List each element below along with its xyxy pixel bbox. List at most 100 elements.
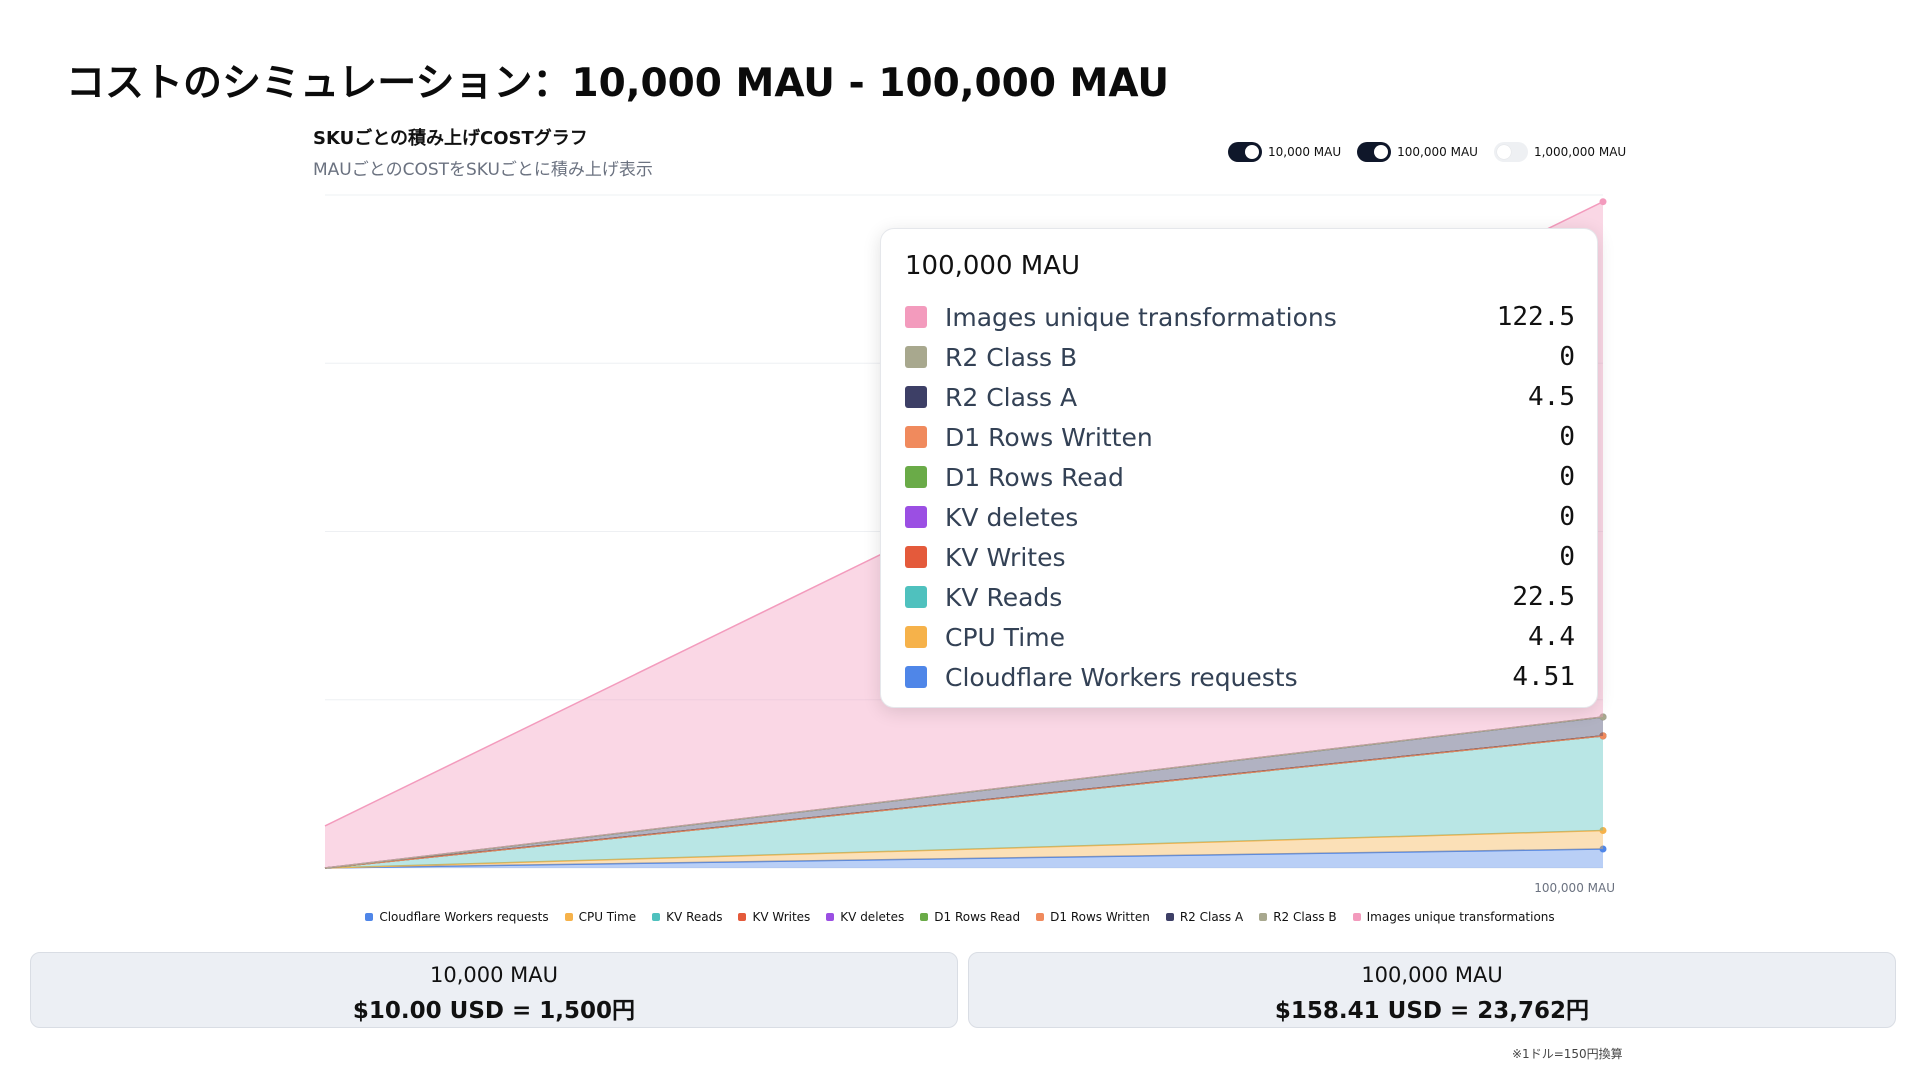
page-title: コストのシミュレーション：10,000 MAU - 100,000 MAU bbox=[66, 61, 1169, 106]
tooltip-swatch bbox=[905, 346, 927, 368]
legend-swatch bbox=[1165, 913, 1174, 921]
legend-item[interactable]: KV deletes bbox=[826, 910, 904, 924]
toggle-label-1000000: 1,000,000 MAU bbox=[1533, 145, 1627, 159]
tooltip-label: R2 Class B bbox=[945, 342, 1078, 372]
legend-swatch bbox=[1036, 913, 1045, 921]
legend-label: Cloudflare Workers requests bbox=[379, 910, 549, 924]
legend-swatch bbox=[738, 913, 747, 921]
tooltip-swatch bbox=[905, 546, 927, 568]
line-d1-rows-written bbox=[324, 735, 1604, 869]
tooltip-swatch bbox=[905, 466, 927, 488]
tooltip-value: 4.51 bbox=[1512, 662, 1575, 692]
footnote: ※1ドル=150円換算 bbox=[1512, 1047, 1623, 1061]
legend-item[interactable]: CPU Time bbox=[564, 910, 637, 924]
legend-swatch bbox=[1259, 913, 1268, 921]
legend-swatch bbox=[365, 913, 374, 921]
toggle-switch-1000000[interactable] bbox=[1493, 142, 1528, 162]
tooltip-label: D1 Rows Read bbox=[945, 462, 1124, 492]
legend-label: KV Writes bbox=[752, 910, 811, 924]
legend-label: KV Reads bbox=[666, 910, 723, 924]
legend-label: CPU Time bbox=[578, 910, 637, 924]
legend-item[interactable]: R2 Class B bbox=[1259, 910, 1337, 924]
tooltip-swatch bbox=[905, 626, 927, 648]
tooltip-row: D1 Rows Written 0 bbox=[905, 417, 1575, 457]
point-cpu-time bbox=[1599, 827, 1607, 835]
tooltip-swatch bbox=[905, 506, 927, 528]
tooltip-swatch bbox=[905, 306, 927, 328]
tooltip-value: 122.5 bbox=[1496, 302, 1575, 332]
tooltip-swatch bbox=[905, 666, 927, 688]
tooltip-value: 4.5 bbox=[1528, 382, 1575, 412]
legend-label: R2 Class A bbox=[1179, 910, 1244, 924]
chart-legend: Cloudflare Workers requests CPU Time KV Re… bbox=[0, 910, 1920, 924]
tooltip-row: Images unique transformations 122.5 bbox=[905, 297, 1575, 337]
line-cpu-time bbox=[324, 829, 1604, 869]
chart-card-title: SKUごとの積み上げCOSTグラフ bbox=[313, 128, 588, 149]
tooltip-label: KV deletes bbox=[945, 502, 1079, 532]
toggle-100000-mau[interactable]: 100,000 MAU bbox=[1357, 142, 1478, 162]
tooltip-label: D1 Rows Written bbox=[945, 422, 1153, 452]
toggle-10000-mau[interactable]: 10,000 MAU bbox=[1228, 142, 1341, 162]
toggle-switch-10000[interactable] bbox=[1228, 142, 1262, 162]
legend-swatch bbox=[1352, 913, 1361, 921]
summary-label: 100,000 MAU bbox=[1361, 963, 1503, 987]
summary-value: $10.00 USD = 1,500円 bbox=[352, 998, 636, 1024]
legend-label: Images unique transformations bbox=[1366, 910, 1555, 924]
legend-swatch bbox=[564, 913, 573, 921]
tooltip-swatch bbox=[905, 386, 927, 408]
chart-tooltip: 100,000 MAU Images unique transformation… bbox=[880, 228, 1598, 708]
tooltip-title: 100,000 MAU bbox=[905, 251, 1081, 281]
tooltip-label: CPU Time bbox=[945, 622, 1065, 652]
tooltip-row: D1 Rows Read 0 bbox=[905, 457, 1575, 497]
line-cloudflare-workers-requests bbox=[324, 848, 1604, 869]
legend-label: KV deletes bbox=[840, 910, 905, 924]
point-images-unique-transformations bbox=[1599, 198, 1607, 206]
tooltip-label: KV Reads bbox=[945, 582, 1063, 612]
tooltip-swatch bbox=[905, 586, 927, 608]
legend-label: R2 Class B bbox=[1273, 910, 1337, 924]
tooltip-value: 0 bbox=[1559, 542, 1575, 572]
tooltip-row: CPU Time 4.4 bbox=[905, 617, 1575, 657]
tooltip-row: KV deletes 0 bbox=[905, 497, 1575, 537]
legend-item[interactable]: D1 Rows Read bbox=[920, 910, 1020, 924]
legend-item[interactable]: Cloudflare Workers requests bbox=[365, 910, 549, 924]
legend-swatch bbox=[826, 913, 835, 921]
legend-item[interactable]: KV Writes bbox=[738, 910, 810, 924]
tooltip-row: KV Reads 22.5 bbox=[905, 577, 1575, 617]
point-r2-class-b bbox=[1599, 713, 1607, 721]
tooltip-label: KV Writes bbox=[945, 542, 1066, 572]
summary-label: 10,000 MAU bbox=[429, 963, 558, 987]
tooltip-label: Images unique transformations bbox=[945, 302, 1337, 332]
x-tick-label: 100,000 MAU bbox=[1534, 881, 1615, 895]
legend-label: D1 Rows Read bbox=[934, 910, 1021, 924]
summary-card-10000: 10,000 MAU $10.00 USD = 1,500円 bbox=[30, 952, 958, 1028]
toggle-switch-100000[interactable] bbox=[1357, 142, 1392, 162]
tooltip-row: KV Writes 0 bbox=[905, 537, 1575, 577]
tooltip-value: 4.4 bbox=[1528, 622, 1575, 652]
toggle-label-100000: 100,000 MAU bbox=[1397, 145, 1478, 159]
tooltip-swatch bbox=[905, 426, 927, 448]
toggle-1000000-mau[interactable]: 1,000,000 MAU bbox=[1493, 142, 1627, 162]
tooltip-row: R2 Class A 4.5 bbox=[905, 377, 1575, 417]
tooltip-value: 0 bbox=[1559, 342, 1575, 372]
legend-item[interactable]: R2 Class A bbox=[1165, 910, 1244, 924]
chart-card-description: MAUごとのCOSTをSKUごとに積み上げ表示 bbox=[313, 160, 653, 180]
tooltip-rows: Images unique transformations 122.5 R2 Cla… bbox=[905, 297, 1575, 697]
tooltip-row: Cloudflare Workers requests 4.51 bbox=[905, 657, 1575, 697]
summary-value: $158.41 USD = 23,762円 bbox=[1274, 998, 1590, 1024]
tooltip-value: 22.5 bbox=[1512, 582, 1575, 612]
tooltip-label: R2 Class A bbox=[945, 382, 1078, 412]
tooltip-value: 0 bbox=[1559, 422, 1575, 452]
tooltip-label: Cloudflare Workers requests bbox=[945, 662, 1298, 692]
legend-item[interactable]: KV Reads bbox=[652, 910, 722, 924]
legend-swatch bbox=[652, 913, 661, 921]
tooltip-row: R2 Class B 0 bbox=[905, 337, 1575, 377]
tooltip-value: 0 bbox=[1559, 462, 1575, 492]
line-r2-class-b bbox=[324, 716, 1604, 869]
mau-toggle-group: 10,000 MAU 100,000 MAU 1,000,000 MAU bbox=[1228, 142, 1626, 162]
point-d1-rows-written bbox=[1599, 732, 1607, 740]
legend-item[interactable]: D1 Rows Written bbox=[1036, 910, 1150, 924]
toggle-label-10000: 10,000 MAU bbox=[1268, 145, 1342, 159]
tooltip-value: 0 bbox=[1559, 502, 1575, 532]
legend-item[interactable]: Images unique transformations bbox=[1352, 910, 1555, 924]
